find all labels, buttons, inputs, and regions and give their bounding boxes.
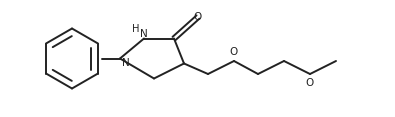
Text: N: N: [140, 29, 148, 40]
Text: N: N: [122, 57, 130, 68]
Text: O: O: [194, 12, 202, 22]
Text: O: O: [230, 47, 238, 57]
Text: O: O: [306, 78, 314, 88]
Text: H: H: [132, 24, 140, 33]
